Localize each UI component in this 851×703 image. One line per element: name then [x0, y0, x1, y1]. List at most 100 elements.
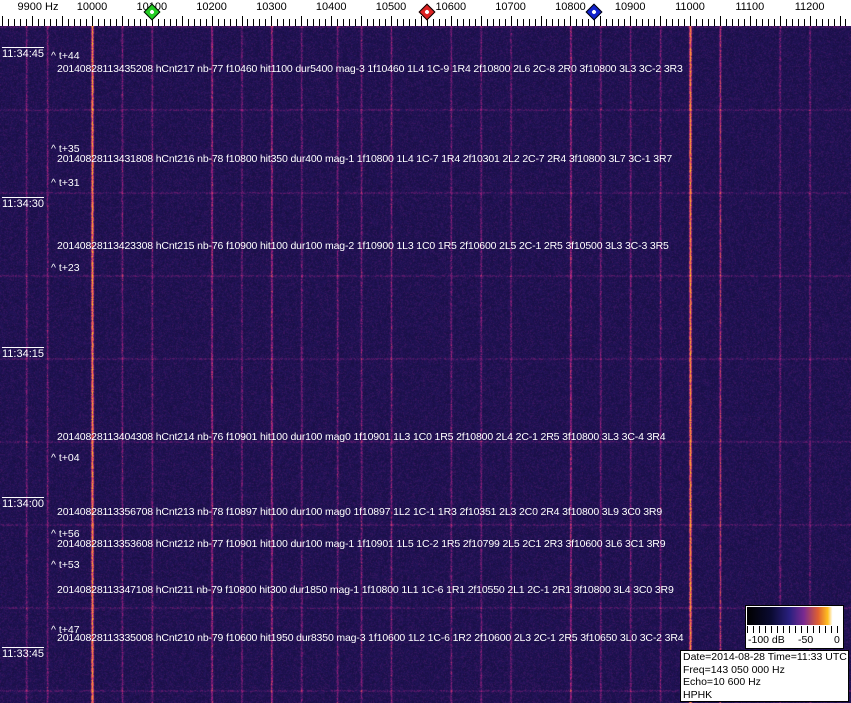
ruler-tick: [415, 19, 416, 26]
ruler-tick: [44, 19, 45, 26]
ruler-tick: [738, 19, 739, 26]
ruler-tick: [289, 19, 290, 26]
ruler-tick: [122, 16, 123, 26]
ruler-tick: [546, 19, 547, 26]
time-label: 11:34:00: [2, 497, 45, 510]
ruler-tick: [176, 19, 177, 26]
frequency-label: 10600: [435, 1, 467, 13]
ruler-tick: [194, 19, 195, 26]
info-station: HPHK: [683, 688, 713, 701]
ruler-tick: [104, 19, 105, 26]
ruler-tick: [325, 19, 326, 26]
ruler-tick: [726, 19, 727, 26]
ruler-tick: [600, 16, 601, 26]
frequency-label: 10900: [614, 1, 646, 13]
frequency-label: 10200: [196, 1, 227, 13]
time-label: 11:34:30: [2, 197, 45, 210]
ruler-tick: [14, 19, 15, 26]
ruler-tick: [164, 19, 165, 26]
meteor-event-line: 20140828113347108 hCnt211 nb-79 f10800 h…: [57, 584, 674, 596]
ruler-tick: [744, 19, 745, 26]
colorbar-ticks: [747, 626, 842, 633]
ruler-tick: [642, 19, 643, 26]
ruler-tick: [116, 19, 117, 26]
time-offset: ^ t+53: [51, 559, 80, 571]
ruler-tick: [517, 19, 518, 26]
ruler-tick: [242, 16, 243, 26]
ruler-tick: [146, 19, 147, 26]
ruler-tick: [265, 19, 266, 26]
ruler-tick: [74, 19, 75, 26]
ruler-tick: [630, 16, 631, 26]
ruler-tick: [816, 19, 817, 26]
ruler-tick: [391, 16, 392, 26]
ruler-tick: [762, 19, 763, 26]
frequency-label: 10700: [495, 1, 526, 13]
time-offset: ^ t+23: [51, 262, 80, 274]
ruler-tick: [451, 16, 452, 26]
ruler-tick: [259, 19, 260, 26]
ruler-tick: [80, 19, 81, 26]
ruler-tick: [487, 19, 488, 26]
ruler-tick: [576, 19, 577, 26]
ruler-tick: [684, 19, 685, 26]
ruler-tick: [86, 19, 87, 26]
ruler-tick: [397, 19, 398, 26]
time-offset: ^ t+56: [51, 528, 80, 540]
ruler-tick: [672, 19, 673, 26]
ruler-tick: [786, 19, 787, 26]
ruler-tick: [200, 19, 201, 26]
frequency-label: 10800: [555, 1, 586, 13]
ruler-tick: [361, 16, 362, 26]
colorbar-label-mid: -50: [798, 634, 814, 646]
ruler-tick: [319, 19, 320, 26]
ruler-tick: [206, 19, 207, 26]
ruler-tick: [541, 16, 542, 26]
meteor-event-line: 20140828113335008 hCnt210 nb-79 f10600 h…: [57, 632, 684, 644]
ruler-tick: [38, 19, 39, 26]
ruler-tick: [367, 19, 368, 26]
ruler-tick: [660, 16, 661, 26]
ruler-tick: [594, 19, 595, 26]
ruler-tick: [828, 19, 829, 26]
ruler-tick: [224, 19, 225, 26]
ruler-tick: [678, 19, 679, 26]
ruler-tick: [552, 19, 553, 26]
ruler-tick: [481, 16, 482, 26]
ruler-tick: [558, 19, 559, 26]
meteor-event-line: 20140828113356708 hCnt213 nb-78 f10897 h…: [57, 506, 663, 518]
ruler-tick: [110, 19, 111, 26]
ruler-tick: [98, 19, 99, 26]
info-frequency: Freq=143 050 000 Hz: [683, 663, 785, 676]
ruler-tick: [301, 16, 302, 26]
ruler-tick: [606, 19, 607, 26]
ruler-tick: [774, 19, 775, 26]
time-offset: ^ t+31: [51, 177, 80, 189]
ruler-tick: [445, 19, 446, 26]
meteor-event-line: 20140828113353608 hCnt212 nb-77 f10901 h…: [57, 538, 666, 550]
ruler-tick: [792, 19, 793, 26]
ruler-tick: [475, 19, 476, 26]
ruler-tick: [295, 19, 296, 26]
ruler-tick: [313, 19, 314, 26]
ruler-tick: [439, 19, 440, 26]
ruler-tick: [588, 19, 589, 26]
ruler-tick: [134, 19, 135, 26]
colorbar-label-max: 0: [834, 634, 840, 646]
ruler-tick: [732, 19, 733, 26]
colorbar-legend: -100 dB -50 0: [745, 605, 844, 649]
ruler-tick: [32, 16, 33, 26]
ruler-tick: [170, 19, 171, 26]
time-offset: ^ t+04: [51, 452, 80, 464]
time-label: 11:33:45: [2, 647, 45, 660]
ruler-tick: [50, 19, 51, 26]
ruler-tick: [8, 19, 9, 26]
ruler-tick: [283, 19, 284, 26]
ruler-tick: [409, 19, 410, 26]
ruler-tick: [20, 19, 21, 26]
ruler-tick: [236, 19, 237, 26]
colorbar-gradient: [747, 607, 842, 625]
meteor-event-line: 20140828113431808 hCnt216 nb-78 f10800 h…: [57, 153, 673, 165]
frequency-label: 11100: [735, 1, 765, 13]
ruler-tick: [582, 19, 583, 26]
